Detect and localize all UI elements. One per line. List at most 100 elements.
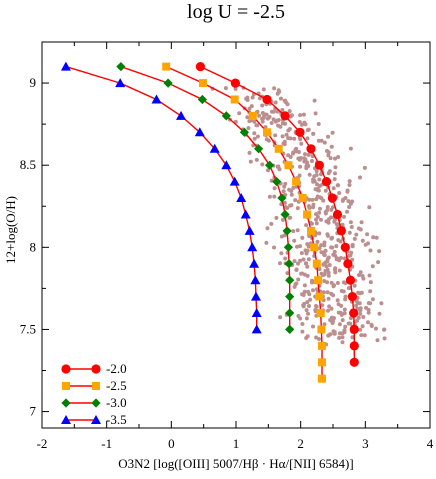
scatter-point [261, 87, 266, 92]
series-point [254, 144, 264, 154]
scatter-point [347, 205, 352, 209]
scatter-point [335, 298, 340, 303]
scatter-point [320, 303, 325, 308]
scatter-point [295, 228, 300, 233]
series-point [277, 193, 287, 203]
scatter-point [303, 152, 307, 157]
scatter-point [264, 137, 269, 142]
scatter-point [305, 248, 310, 253]
series--3.0 [116, 62, 295, 334]
scatter-point [287, 127, 292, 131]
scatter-point [337, 191, 342, 195]
legend-entry: -3.0 [61, 395, 127, 410]
y-tick-label: 8 [30, 239, 37, 254]
series-point [262, 94, 272, 105]
series-point [332, 209, 343, 220]
scatter-point [333, 165, 338, 170]
series-point [274, 144, 283, 153]
scatter-point [245, 115, 250, 120]
series-point [249, 258, 260, 268]
y-tick-label: 9 [30, 75, 37, 90]
scatter-point [329, 144, 334, 149]
scatter-point [359, 333, 364, 338]
scatter-point [360, 238, 365, 243]
scatter-point [275, 118, 280, 123]
series-point [312, 259, 321, 268]
scatter-point [254, 157, 259, 162]
scatter-point [304, 160, 309, 165]
scatter-point [317, 183, 322, 188]
scatter-point [342, 307, 347, 312]
scatter-point [379, 301, 384, 306]
series-point [295, 127, 305, 137]
scatter-point [382, 336, 387, 341]
scatter-point [293, 149, 298, 154]
scatter-point [358, 306, 363, 311]
scatter-point [337, 331, 342, 336]
scatter-point [334, 244, 339, 249]
scatter-point [341, 280, 346, 285]
scatter-point [342, 328, 347, 333]
scatter-point [297, 120, 302, 124]
x-tick-label: 4 [427, 436, 434, 451]
scatter-point [284, 132, 289, 137]
scatter-point [307, 172, 312, 177]
scatter-point [288, 215, 293, 220]
scatter-point [327, 304, 332, 309]
scatter-point [332, 283, 336, 288]
axis-ticks-layer: -2 -1 0 1 2 3 4 7 7.5 8 8.5 9 [20, 41, 434, 451]
scatter-point [311, 288, 315, 293]
scatter-point [357, 273, 361, 278]
scatter-point [357, 301, 362, 306]
scatter-point [286, 153, 291, 158]
series-point [244, 225, 255, 235]
scatter-point [292, 284, 297, 289]
scatter-point [300, 329, 305, 334]
scatter-point [326, 308, 330, 313]
series-point [292, 177, 301, 186]
scatter-point [248, 159, 253, 164]
scatter-point [323, 188, 328, 193]
scatter-point [322, 243, 327, 248]
y-tick-label: 7.5 [20, 321, 36, 336]
scatter-point [368, 289, 373, 294]
scatter-point [343, 294, 348, 299]
scatter-point [237, 111, 242, 116]
scatter-point [255, 134, 260, 139]
series-point [250, 275, 261, 285]
scatter-point [357, 291, 362, 296]
scatter-point [333, 253, 338, 258]
scatter-point [336, 238, 341, 243]
scatter-point [294, 281, 299, 286]
scatter-point [265, 226, 270, 231]
scatter-point [348, 253, 353, 258]
scatter-point [366, 307, 371, 312]
series-point [116, 62, 126, 72]
scatter-point [352, 283, 357, 288]
scatter-point [337, 268, 342, 273]
scatter-point [288, 114, 293, 119]
series-point [283, 242, 293, 252]
scatter-point [306, 311, 310, 316]
series-point [314, 160, 324, 170]
series-point [162, 62, 171, 71]
scatter-point [267, 114, 272, 119]
scatter-point [250, 95, 255, 100]
scatter-point [305, 334, 310, 339]
scatter-point [302, 120, 307, 125]
scatter-point [260, 162, 265, 167]
x-tick-label: 3 [362, 436, 369, 451]
scatter-point [377, 311, 382, 316]
legend-label: -2.5 [106, 378, 127, 393]
scatter-point [252, 131, 257, 136]
scatter-point [282, 184, 287, 189]
scatter-point [260, 116, 265, 121]
series-point [176, 110, 186, 120]
scatter-point [273, 100, 278, 105]
series-point [321, 177, 332, 187]
scatter-point [371, 235, 376, 240]
scatter-point [285, 271, 290, 276]
model-series-layer [60, 61, 359, 383]
scatter-point [279, 234, 284, 239]
scatter-point [330, 321, 335, 325]
